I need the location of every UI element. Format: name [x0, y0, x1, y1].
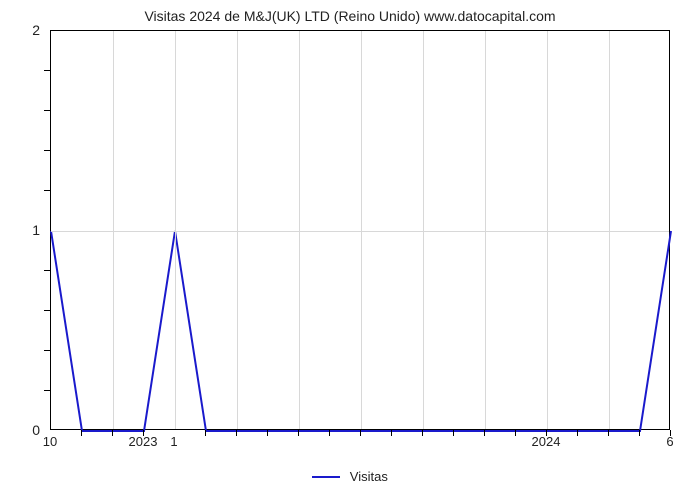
x-tick-minor — [360, 430, 361, 436]
y-tick-minor — [44, 310, 50, 311]
gridline-v — [485, 31, 486, 429]
y-tick-minor — [44, 150, 50, 151]
x-tick-minor — [391, 430, 392, 436]
x-tick-label: 6 — [666, 434, 673, 449]
gridline-v — [609, 31, 610, 429]
x-tick-minor — [298, 430, 299, 436]
gridline-v — [361, 31, 362, 429]
x-tick-minor — [453, 430, 454, 436]
legend: Visitas — [0, 468, 700, 484]
plot-area — [50, 30, 670, 430]
gridline-v — [175, 31, 176, 429]
x-tick-minor — [515, 430, 516, 436]
y-tick-minor — [44, 110, 50, 111]
chart-title: Visitas 2024 de M&J(UK) LTD (Reino Unido… — [0, 8, 700, 24]
x-tick-minor — [577, 430, 578, 436]
y-tick-minor — [44, 70, 50, 71]
y-tick-minor — [44, 390, 50, 391]
gridline-v — [547, 31, 548, 429]
y-tick-minor — [44, 270, 50, 271]
x-tick-minor — [205, 430, 206, 436]
x-tick-minor — [484, 430, 485, 436]
gridline-v — [237, 31, 238, 429]
y-tick-minor — [44, 190, 50, 191]
legend-swatch — [312, 476, 340, 478]
x-tick-label: 2023 — [129, 434, 158, 449]
gridline-v — [299, 31, 300, 429]
x-tick-minor — [267, 430, 268, 436]
x-tick-minor — [639, 430, 640, 436]
x-tick-label: 2024 — [532, 434, 561, 449]
legend-label: Visitas — [350, 469, 388, 484]
gridline-h — [51, 231, 669, 232]
x-tick-minor — [608, 430, 609, 436]
x-tick-minor — [112, 430, 113, 436]
gridline-v — [423, 31, 424, 429]
x-tick-minor — [329, 430, 330, 436]
x-tick-label: 10 — [43, 434, 57, 449]
x-tick-minor — [236, 430, 237, 436]
x-tick-minor — [422, 430, 423, 436]
visits-chart: Visitas 2024 de M&J(UK) LTD (Reino Unido… — [0, 0, 700, 500]
x-tick-label: 1 — [170, 434, 177, 449]
x-tick-minor — [81, 430, 82, 436]
y-tick-minor — [44, 350, 50, 351]
gridline-v — [113, 31, 114, 429]
